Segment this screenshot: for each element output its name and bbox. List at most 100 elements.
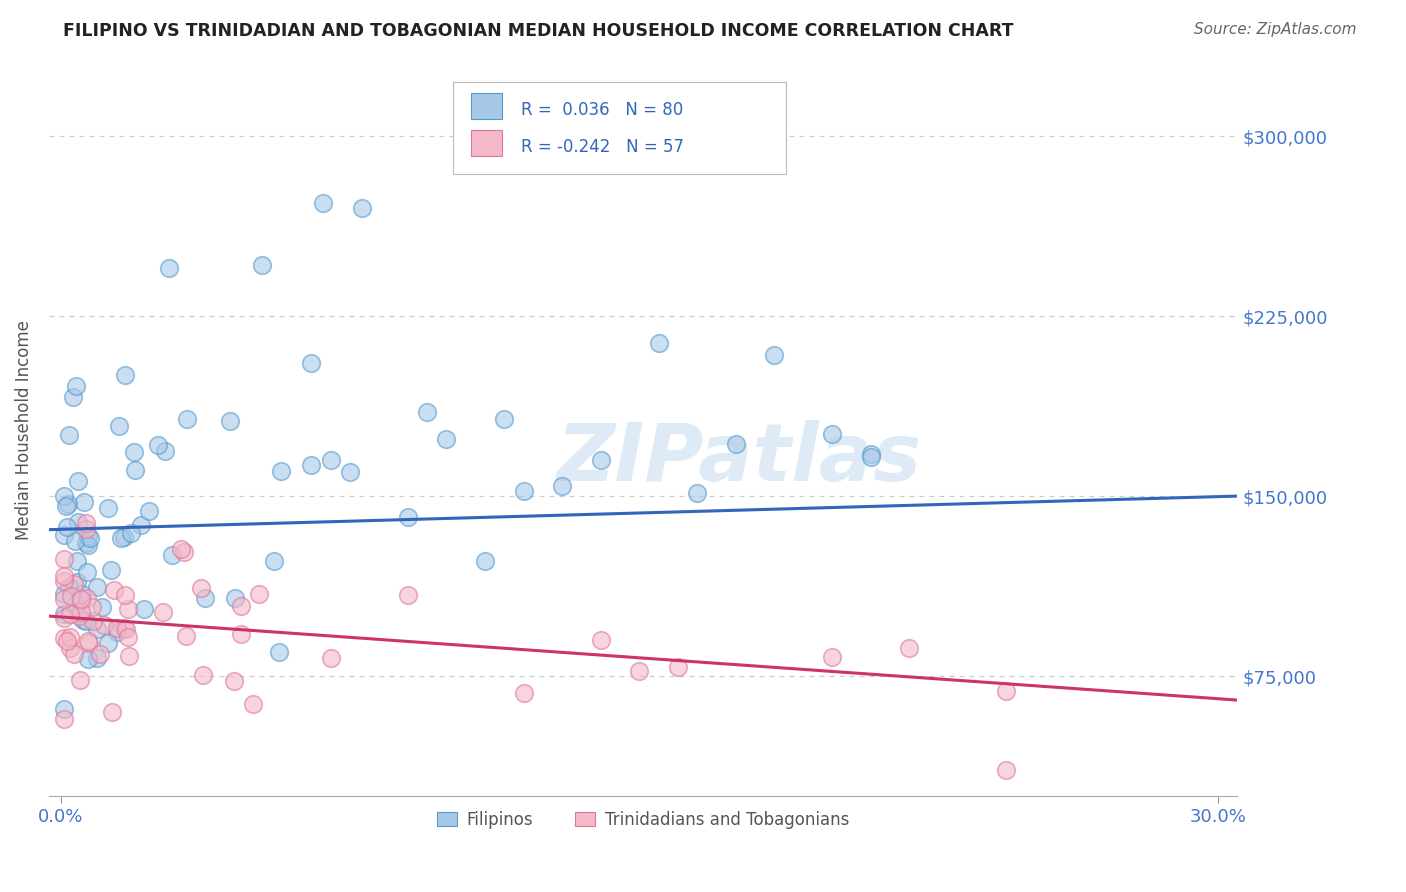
Point — [224, 591, 246, 606]
Point — [859, 450, 882, 465]
Point — [628, 665, 651, 679]
Point — [117, 602, 139, 616]
Point — [319, 650, 342, 665]
Point — [229, 627, 252, 641]
Point — [70, 591, 93, 606]
Point — [821, 650, 844, 665]
Point — [859, 446, 882, 460]
Point — [129, 518, 152, 533]
Point — [69, 673, 91, 687]
Point — [70, 587, 93, 601]
Point — [112, 530, 135, 544]
Point — [73, 494, 96, 508]
Point — [53, 552, 76, 566]
Point — [90, 600, 112, 615]
Point — [59, 589, 82, 603]
Point — [138, 504, 160, 518]
Point — [193, 668, 215, 682]
Point — [647, 335, 669, 350]
Point — [97, 501, 120, 516]
Point — [86, 622, 108, 636]
Point — [53, 569, 76, 583]
Point — [396, 588, 419, 602]
Point — [65, 378, 87, 392]
Point — [86, 651, 108, 665]
Point — [160, 548, 183, 562]
Text: R =  0.036   N = 80: R = 0.036 N = 80 — [520, 101, 683, 120]
Point — [86, 580, 108, 594]
Point — [82, 615, 104, 629]
Point — [70, 606, 93, 620]
Point — [59, 641, 82, 656]
Point — [75, 536, 97, 550]
Point — [114, 368, 136, 382]
Point — [76, 538, 98, 552]
Point — [152, 605, 174, 619]
Point — [55, 499, 77, 513]
Point — [89, 648, 111, 662]
FancyBboxPatch shape — [471, 94, 502, 119]
Point — [56, 520, 79, 534]
Point — [157, 261, 180, 276]
Point — [59, 607, 82, 622]
Point — [56, 497, 79, 511]
Point — [65, 598, 87, 612]
Point — [350, 201, 373, 215]
Text: Source: ZipAtlas.com: Source: ZipAtlas.com — [1194, 22, 1357, 37]
Point — [63, 577, 86, 591]
Y-axis label: Median Household Income: Median Household Income — [15, 320, 32, 540]
Point — [53, 489, 76, 503]
Point — [79, 531, 101, 545]
Point — [666, 660, 689, 674]
Point — [250, 258, 273, 272]
Point — [53, 587, 76, 601]
Point — [63, 534, 86, 549]
Point — [242, 697, 264, 711]
Point — [77, 634, 100, 648]
Point — [994, 763, 1017, 777]
Point — [173, 545, 195, 559]
Point — [117, 630, 139, 644]
Point — [339, 465, 361, 479]
Point — [229, 599, 252, 613]
Point — [76, 591, 98, 606]
Point — [53, 611, 76, 625]
Point — [589, 633, 612, 648]
Point — [176, 629, 198, 643]
Point — [115, 622, 138, 636]
Point — [55, 634, 77, 648]
Point — [994, 684, 1017, 698]
Point — [512, 686, 534, 700]
Point — [53, 592, 76, 607]
Point — [103, 583, 125, 598]
FancyBboxPatch shape — [453, 82, 786, 174]
Point — [110, 531, 132, 545]
Point — [76, 651, 98, 665]
Point — [53, 702, 76, 716]
FancyBboxPatch shape — [471, 130, 502, 155]
Text: FILIPINO VS TRINIDADIAN AND TOBAGONIAN MEDIAN HOUSEHOLD INCOME CORRELATION CHART: FILIPINO VS TRINIDADIAN AND TOBAGONIAN M… — [63, 22, 1014, 40]
Point — [153, 443, 176, 458]
Point — [59, 630, 82, 644]
Point — [124, 463, 146, 477]
Point — [76, 565, 98, 579]
Point — [319, 453, 342, 467]
Point — [117, 649, 139, 664]
Point — [724, 437, 747, 451]
Legend: Filipinos, Trinidadians and Tobagonians: Filipinos, Trinidadians and Tobagonians — [430, 804, 856, 835]
Point — [898, 640, 921, 655]
Point — [821, 426, 844, 441]
Point — [53, 631, 76, 645]
Point — [75, 516, 97, 530]
Point — [270, 464, 292, 478]
Point — [112, 620, 135, 634]
Point — [75, 522, 97, 536]
Point — [551, 479, 574, 493]
Point — [53, 712, 76, 726]
Point — [63, 647, 86, 661]
Point — [512, 483, 534, 498]
Point — [263, 554, 285, 568]
Point — [100, 563, 122, 577]
Point — [66, 574, 89, 589]
Point — [58, 580, 80, 594]
